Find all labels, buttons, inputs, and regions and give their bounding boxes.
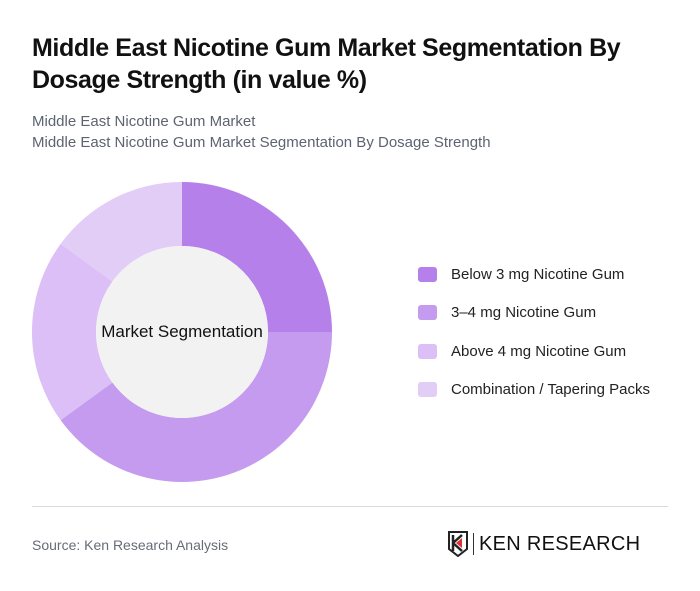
ken-research-logo: KEN RESEARCH: [448, 531, 640, 557]
legend-item-3-4mg: 3–4 mg Nicotine Gum: [418, 303, 650, 323]
legend-label: 3–4 mg Nicotine Gum: [451, 304, 597, 321]
source-note: Source: Ken Research Analysis: [32, 537, 229, 553]
ken-shield-icon: [448, 531, 468, 557]
legend-swatch: [418, 382, 437, 397]
logo-text: KEN RESEARCH: [479, 532, 641, 555]
donut-slice: [31, 243, 113, 421]
legend-swatch: [418, 266, 437, 282]
legend: Below 3 mg Nicotine Gum 3–4 mg Nicotine …: [418, 264, 650, 418]
legend-swatch: [418, 343, 437, 359]
chart-subtitle-market: Middle East Nicotine Gum Market: [32, 113, 256, 130]
chart-subtitle-segmentation: Middle East Nicotine Gum Market Segmenta…: [32, 134, 491, 151]
legend-label: Above 4 mg Nicotine Gum: [451, 342, 627, 360]
legend-label: Combination / Tapering Packs: [451, 381, 650, 398]
donut-slice: [182, 182, 332, 332]
donut-hole: [96, 246, 268, 418]
legend-item-below-3mg: Below 3 mg Nicotine Gum: [418, 264, 650, 284]
chart-title: Middle East Nicotine Gum Market Segmenta…: [32, 34, 621, 94]
footer-divider: [32, 506, 668, 507]
legend-item-above-4mg: Above 4 mg Nicotine Gum: [418, 341, 650, 361]
legend-item-combination: Combination / Tapering Packs: [418, 380, 650, 400]
donut-slice: [60, 332, 332, 482]
donut-center-label: Market Segmentation: [101, 322, 263, 341]
donut-chart: [31, 182, 332, 482]
legend-label: Below 3 mg Nicotine Gum: [451, 265, 625, 283]
logo-separator: [473, 533, 474, 555]
legend-swatch: [418, 305, 437, 320]
donut-slice: [60, 182, 182, 282]
